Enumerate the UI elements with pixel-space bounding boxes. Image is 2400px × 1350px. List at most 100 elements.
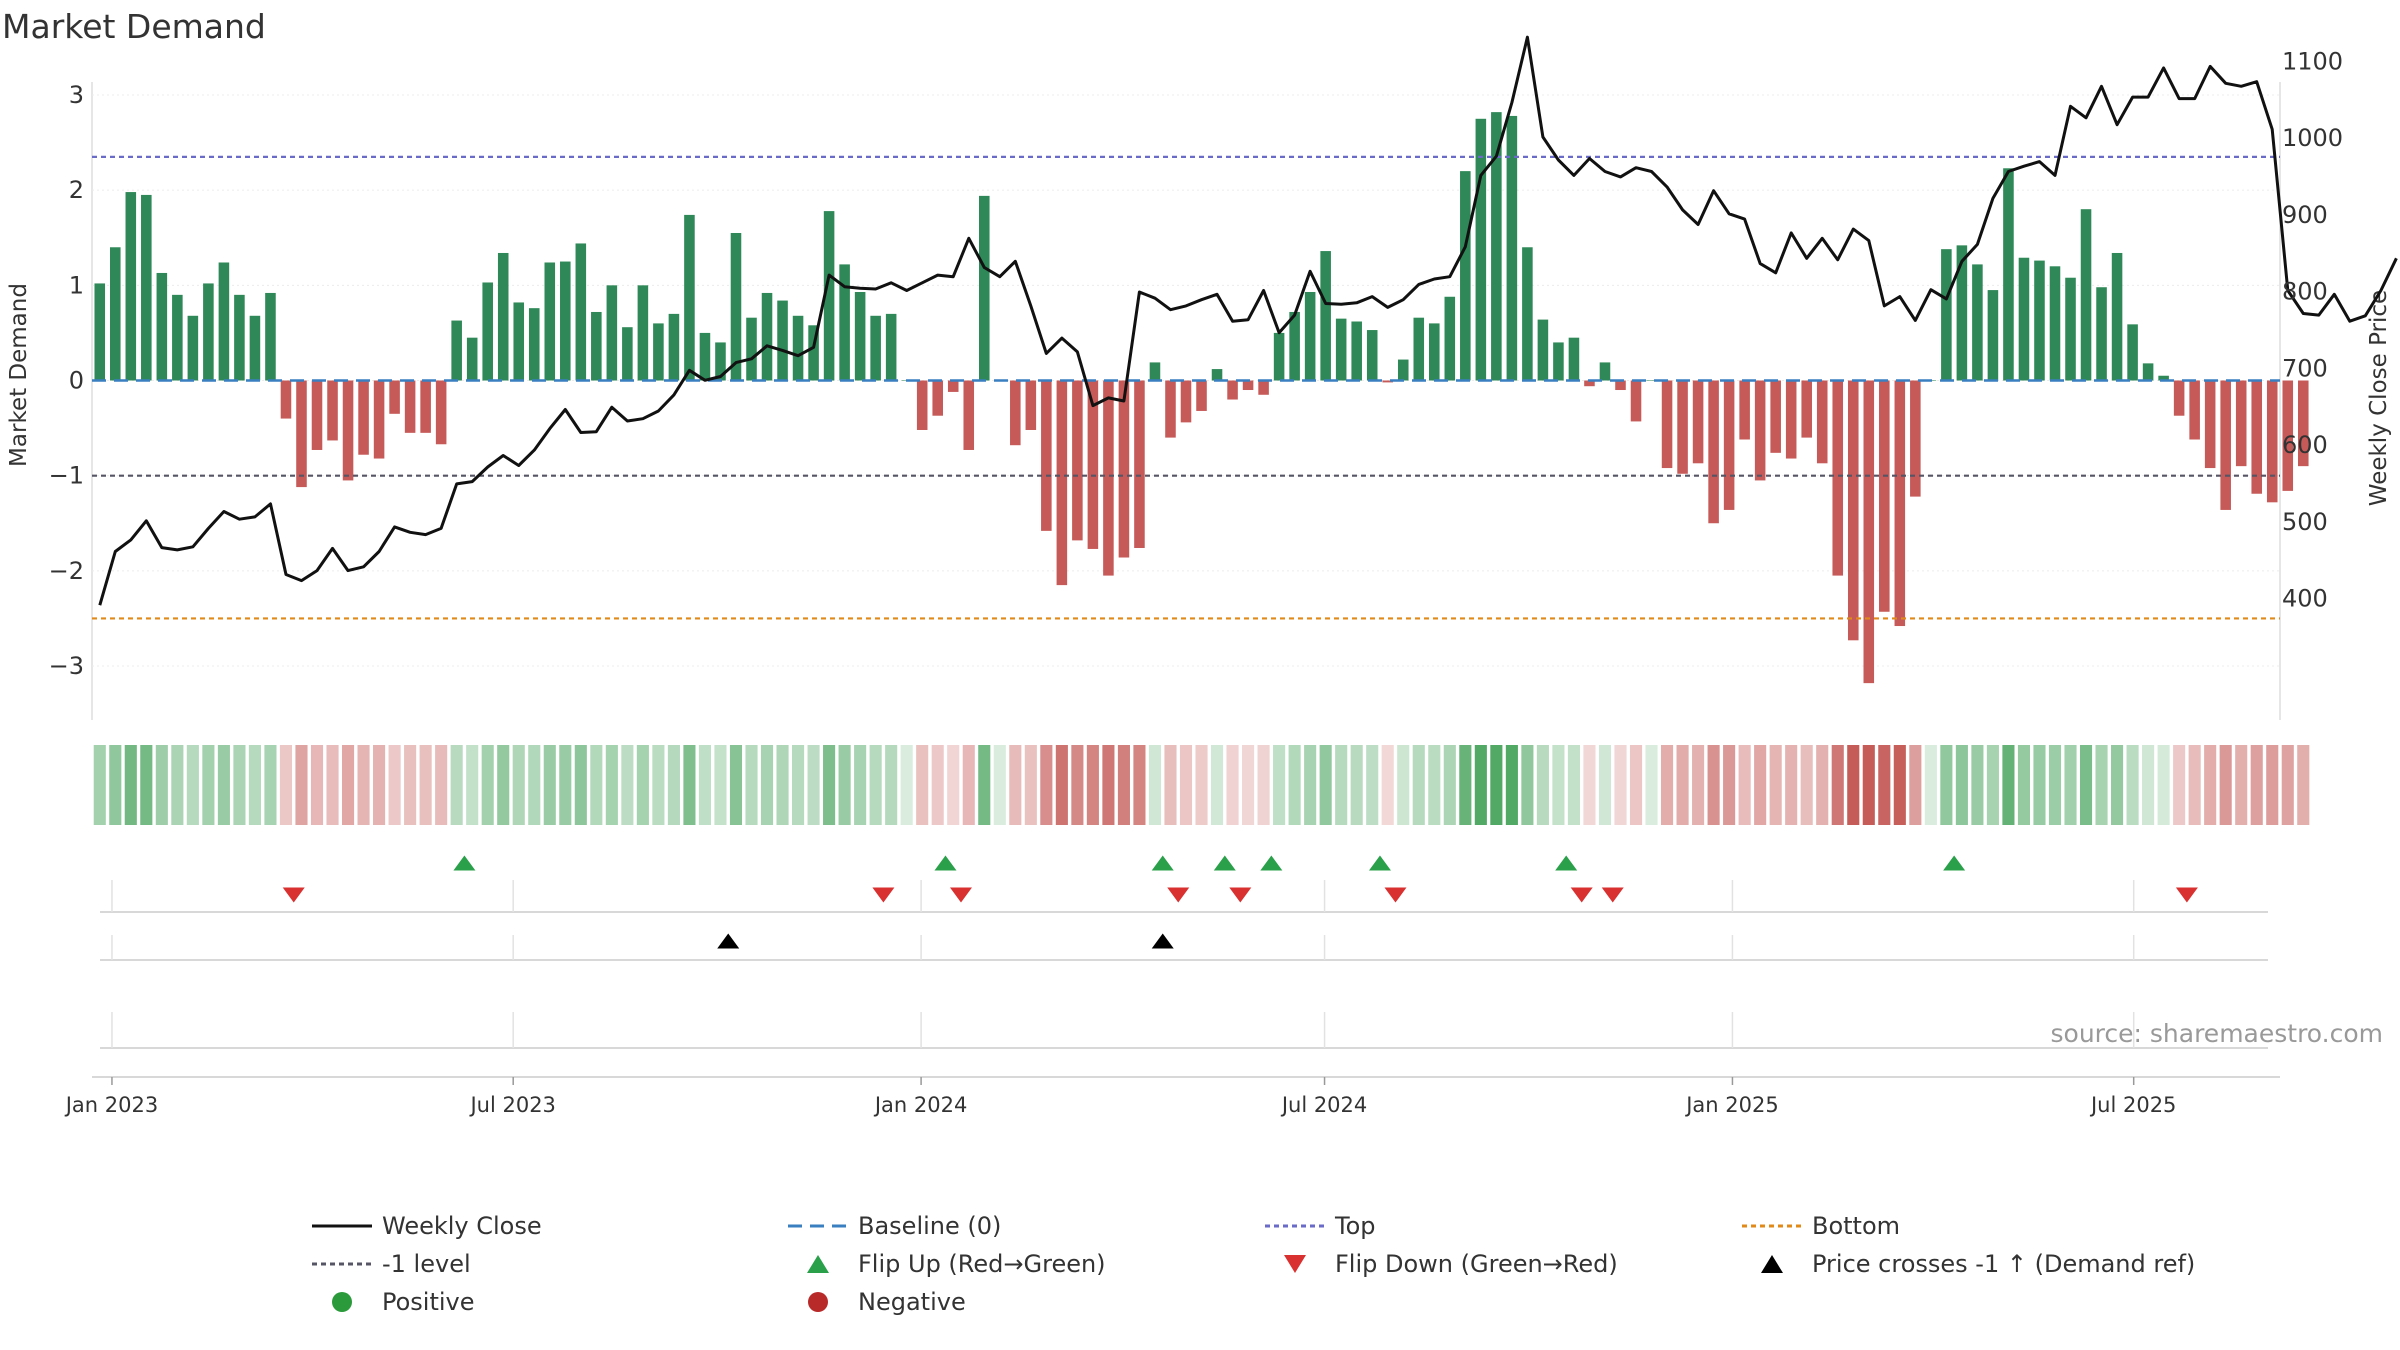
heat-cell bbox=[1785, 745, 1798, 825]
heat-cell bbox=[776, 745, 789, 825]
demand-bar-positive bbox=[466, 337, 478, 381]
demand-bar-negative bbox=[1708, 380, 1719, 524]
heat-cell bbox=[310, 745, 324, 825]
heat-cell bbox=[1288, 745, 1301, 825]
demand-bar-positive bbox=[1366, 330, 1378, 381]
demand-bar-positive bbox=[1568, 337, 1580, 381]
demand-bar-positive bbox=[1537, 319, 1549, 381]
heat-cell bbox=[1086, 745, 1099, 825]
heat-cell bbox=[1536, 745, 1549, 825]
y-tick-label: −3 bbox=[49, 652, 84, 680]
x-ticks: Jan 2023 Jul 2023 Jan 2024 Jul 2024 Jan 2025… bbox=[64, 1076, 2280, 1117]
heat-cell bbox=[559, 745, 572, 825]
demand-bar-positive bbox=[1397, 359, 1409, 381]
heat-cell bbox=[1971, 745, 1984, 825]
heat-cell bbox=[279, 745, 293, 825]
y2-tick-label: 1100 bbox=[2282, 47, 2343, 75]
heat-cell bbox=[93, 745, 106, 825]
demand-bar-positive bbox=[544, 262, 556, 381]
heat-cell bbox=[466, 745, 479, 825]
heat-cell bbox=[1195, 745, 1208, 825]
heat-cell bbox=[1754, 745, 1767, 825]
heat-cell bbox=[155, 745, 168, 825]
heat-cell bbox=[1428, 745, 1441, 825]
heat-cell bbox=[1304, 745, 1317, 825]
demand-bar-positive bbox=[1211, 369, 1223, 381]
heat-cell bbox=[248, 745, 261, 825]
demand-bar-positive bbox=[1413, 317, 1425, 381]
price-cross-marker bbox=[1151, 933, 1174, 949]
demand-bar-positive bbox=[156, 272, 168, 381]
flip-up-marker bbox=[1555, 855, 1578, 871]
demand-bar-positive bbox=[2080, 209, 2092, 381]
demand-bar-positive bbox=[978, 195, 990, 381]
heat-cell bbox=[528, 745, 541, 825]
heat-cell bbox=[1940, 745, 1953, 825]
heat-cell bbox=[714, 745, 727, 825]
demand-bar-negative bbox=[2298, 380, 2309, 467]
heat-cell bbox=[1397, 745, 1410, 825]
legend-swatch bbox=[807, 1255, 829, 1273]
heat-cell bbox=[1955, 745, 1968, 825]
heat-cell bbox=[1769, 745, 1782, 825]
demand-bar-positive bbox=[1646, 380, 1657, 381]
flip-up-marker bbox=[1151, 855, 1174, 871]
x-tick-label: Jul 2024 bbox=[1280, 1093, 1367, 1117]
heat-cell bbox=[1800, 745, 1813, 825]
legend-swatch bbox=[808, 1292, 828, 1312]
heat-cell bbox=[1598, 745, 1612, 825]
heat-cell bbox=[1226, 745, 1239, 825]
demand-bar-negative bbox=[1630, 380, 1642, 422]
heat-cell bbox=[341, 745, 355, 825]
flip-down-marker bbox=[949, 887, 972, 903]
demand-bar-positive bbox=[715, 342, 726, 381]
demand-bar-negative bbox=[1739, 380, 1750, 440]
demand-bar-positive bbox=[1460, 171, 1471, 381]
demand-bar-negative bbox=[1832, 380, 1844, 576]
demand-bar-negative bbox=[311, 380, 323, 450]
heat-cell bbox=[823, 745, 836, 825]
heat-cell bbox=[2235, 745, 2248, 825]
demand-bar-positive bbox=[668, 313, 680, 381]
heat-cell bbox=[1862, 745, 1875, 825]
demand-bar-negative bbox=[1041, 380, 1052, 531]
demand-bar-negative bbox=[1847, 380, 1859, 641]
flip-up-marker bbox=[453, 855, 476, 871]
legend-label: Top bbox=[1334, 1212, 1376, 1240]
y2-tick-label: 500 bbox=[2282, 508, 2328, 536]
flip-down-marker bbox=[1384, 887, 1407, 903]
demand-bar-negative bbox=[1785, 380, 1797, 459]
y2-tick-label: 400 bbox=[2282, 585, 2328, 613]
demand-bar-negative bbox=[1816, 380, 1828, 464]
heat-cell bbox=[233, 745, 246, 825]
heat-cell bbox=[171, 745, 184, 825]
heat-cell bbox=[652, 745, 665, 825]
heat-cell bbox=[931, 745, 944, 825]
demand-bar-negative bbox=[1677, 380, 1688, 474]
heat-cell bbox=[295, 745, 308, 825]
heat-cell bbox=[1335, 745, 1348, 825]
demand-bar-positive bbox=[187, 315, 199, 381]
heat-cell bbox=[1986, 745, 1999, 825]
demand-bar-negative bbox=[1584, 380, 1595, 387]
flip-up-marker bbox=[1368, 855, 1391, 871]
heat-cell bbox=[760, 745, 774, 825]
heat-cell bbox=[1459, 745, 1472, 825]
demand-bar-positive bbox=[1273, 332, 1285, 381]
heat-cell bbox=[2017, 745, 2031, 825]
demand-bar-positive bbox=[1335, 318, 1347, 381]
heat-cell bbox=[2033, 745, 2046, 825]
heat-cell bbox=[962, 745, 975, 825]
x-tick-label: Jan 2023 bbox=[64, 1093, 159, 1117]
heat-cell bbox=[1366, 745, 1379, 825]
heat-cell bbox=[435, 745, 448, 825]
grid bbox=[91, 82, 2281, 720]
heat-cell bbox=[2204, 745, 2217, 825]
demand-bar-positive bbox=[2142, 363, 2154, 381]
y2-tick-label: 900 bbox=[2282, 201, 2328, 229]
heat-cell bbox=[916, 745, 929, 825]
flip-up-marker bbox=[934, 855, 957, 871]
demand-bar-positive bbox=[141, 194, 152, 381]
heat-cell bbox=[574, 745, 587, 825]
demand-bar-positive bbox=[2049, 266, 2061, 381]
